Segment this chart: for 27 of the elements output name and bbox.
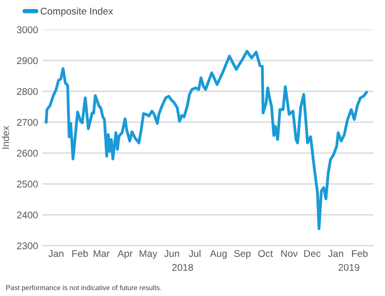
x2-tick-label: 2019 [338,264,360,271]
x-tick-label: Apr [118,250,133,259]
y-tick-label: 2900 [17,57,38,64]
x-tick-label: Jun [164,250,180,257]
y-tick-label: 2500 [17,180,38,188]
x-tick-label: Feb [352,250,368,257]
x-tick-label: Dec [304,250,321,257]
y-tick-label: 3000 [16,26,38,34]
line-series [44,50,368,230]
x-tick-label: Jan [328,250,344,257]
y-tick-label: 2600 [17,150,38,157]
x2-tick-label: 2018 [172,264,193,271]
y-tick-label: 2400 [17,212,38,218]
x-tick-label: Jan [48,250,64,257]
x-tick-label: Nov [281,250,298,257]
x-tick-label: Sep [234,250,251,259]
x-tick-label: Oct [258,250,273,257]
x-tick-label: Jul [188,250,200,257]
y-axis-title: Index [2,126,10,149]
legend-label: Composite Index [40,7,114,17]
x-tick-label: Aug [210,250,227,259]
x-tick-label: May [140,250,158,259]
y-tick-label: 2300 [17,242,38,250]
y-tick-label: 2800 [17,88,38,95]
y-tick-label: 2700 [17,118,38,126]
x-tick-label: Mar [94,250,110,257]
x-tick-label: Feb [72,250,88,257]
